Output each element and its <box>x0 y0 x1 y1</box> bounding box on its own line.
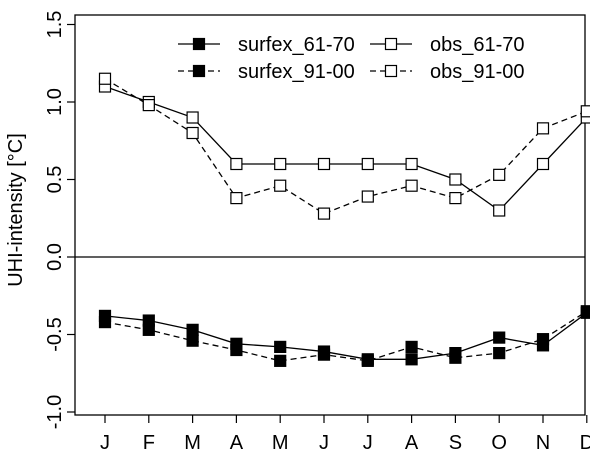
legend-label: obs_91-00 <box>430 61 525 83</box>
series-line <box>104 310 588 362</box>
x-tick-label: F <box>143 432 155 454</box>
series-obs_91-00 <box>98 72 590 220</box>
x-tick-label: J <box>319 432 329 454</box>
x-tick-label: M <box>184 432 201 454</box>
data-point <box>449 192 462 205</box>
data-point <box>405 179 418 192</box>
data-point <box>493 331 506 344</box>
data-point <box>361 190 374 203</box>
data-point <box>186 126 199 140</box>
data-point <box>580 305 590 318</box>
legend-marker <box>384 64 398 78</box>
data-point <box>317 348 331 361</box>
data-point <box>274 340 287 353</box>
data-point <box>449 173 462 186</box>
series-line <box>104 85 588 212</box>
data-point <box>186 323 199 336</box>
legend-label: obs_61-70 <box>430 34 525 56</box>
series-surfex_91-00 <box>98 305 590 367</box>
y-tick-label: 0.0 <box>44 243 66 271</box>
data-point <box>493 347 506 360</box>
data-point <box>186 111 199 124</box>
data-point <box>536 333 550 346</box>
legend-entry-surfex_61-70: surfex_61-70 <box>178 34 355 56</box>
data-point <box>317 207 331 220</box>
data-point <box>186 334 199 347</box>
data-point <box>580 105 590 118</box>
data-point <box>449 351 462 364</box>
data-point <box>493 168 506 181</box>
x-tick-label: S <box>449 432 462 454</box>
data-point <box>274 157 287 171</box>
data-point <box>361 354 374 367</box>
x-tick-label: M <box>272 432 289 454</box>
series-line <box>104 78 588 215</box>
data-point <box>493 204 506 217</box>
legend: surfex_61-70 obs_61-70 surfex_91-00 obs_91-… <box>178 34 525 83</box>
data-point <box>274 354 287 367</box>
legend-entry-obs_61-70: obs_61-70 <box>370 34 525 56</box>
legend-label: surfex_61-70 <box>238 34 355 56</box>
data-point <box>405 353 418 366</box>
data-point <box>361 157 374 171</box>
data-point <box>536 157 550 171</box>
plot-frame <box>74 14 586 416</box>
data-point <box>230 192 243 205</box>
data-point <box>405 340 418 353</box>
legend-entry-surfex_91-00: surfex_91-00 <box>178 61 355 83</box>
x-tick-label: J <box>100 432 110 454</box>
data-point <box>98 72 112 85</box>
y-tick-label: 1.5 <box>44 11 66 39</box>
y-axis-title: UHI-intensity [°C] <box>5 133 27 287</box>
data-point <box>317 157 331 171</box>
legend-label: surfex_91-00 <box>238 61 355 83</box>
series-line <box>104 312 588 360</box>
series-obs_61-70 <box>98 80 590 217</box>
y-axis: -1.0 -0.5 0.0 0.5 1.0 1.5 <box>44 11 75 429</box>
legend-marker <box>384 37 398 51</box>
x-tick-label: O <box>491 432 507 454</box>
x-tick-label: D <box>580 432 590 454</box>
legend-marker <box>192 64 206 78</box>
series-surfex_61-70 <box>98 306 590 366</box>
data-point <box>230 157 243 171</box>
data-point <box>274 179 287 192</box>
legend-marker <box>192 37 206 51</box>
x-tick-label: A <box>405 432 419 454</box>
x-tick-label: A <box>230 432 244 454</box>
data-point <box>405 157 418 171</box>
data-point <box>142 323 155 336</box>
data-point <box>536 122 550 135</box>
data-point <box>142 98 155 112</box>
y-tick-label: -1.0 <box>44 395 66 429</box>
data-point <box>230 343 243 357</box>
series-layer <box>98 72 590 367</box>
y-tick-label: 0.5 <box>44 166 66 194</box>
legend-entry-obs_91-00: obs_91-00 <box>370 61 525 83</box>
x-tick-label: N <box>536 432 550 454</box>
x-tick-label: J <box>363 432 373 454</box>
y-tick-label: -0.5 <box>44 317 66 351</box>
y-tick-label: 1.0 <box>44 88 66 116</box>
data-point <box>98 316 112 329</box>
